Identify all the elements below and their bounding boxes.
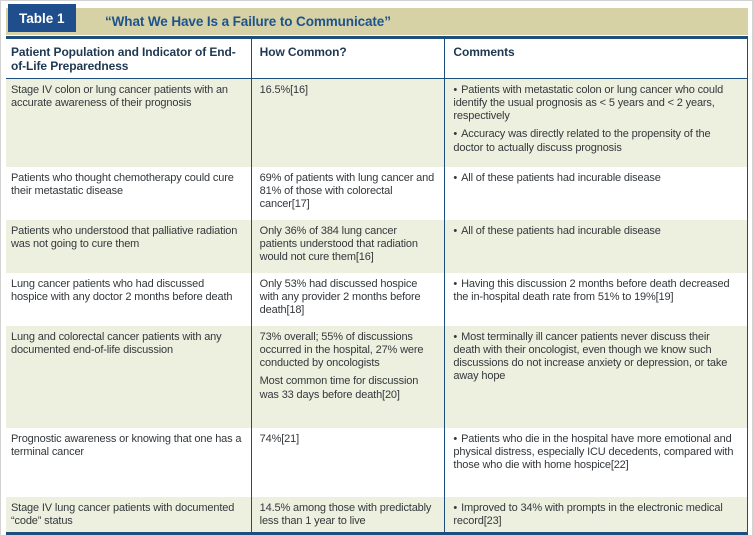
comments-cell: • All of these patients had incurable dis… — [444, 219, 747, 273]
comments-cell: • All of these patients had incurable dis… — [444, 166, 747, 220]
how-common-cell: Only 36% of 384 lung cancer patients und… — [250, 219, 445, 273]
bullet-icon: • — [453, 330, 458, 343]
comment-item: • Most terminally ill cancer patients nev… — [453, 330, 728, 383]
population-cell: Stage IV colon or lung cancer patients w… — [11, 83, 228, 109]
how-common-cell: 14.5% among those with predictably less … — [250, 496, 445, 533]
column-header-row: Patient Population and Indicator of End-… — [6, 39, 748, 79]
comments-cell: • Patients with metastatic colon or lung … — [444, 78, 747, 167]
column-header-how-common: How Common? — [250, 39, 445, 78]
table-row: Prognostic awareness or knowing that one… — [6, 427, 748, 497]
table-1: Table 1 “What We Have Is a Failure to Co… — [6, 3, 748, 535]
table-row: Patients who understood that palliative … — [6, 219, 748, 273]
comment-item: • All of these patients had incurable dis… — [453, 224, 661, 237]
how-common-cell: 16.5%[16] — [250, 78, 445, 167]
population-cell: Patients who understood that palliative … — [11, 224, 238, 250]
bullet-icon: • — [453, 432, 458, 445]
top-rule — [6, 36, 748, 39]
comments-cell: • Most terminally ill cancer patients nev… — [444, 325, 747, 428]
table-row: Patients who thought chemotherapy could … — [6, 166, 748, 220]
how-common-cell: 69% of patients with lung cancer and 81%… — [250, 166, 445, 220]
table-row: Stage IV lung cancer patients with docum… — [6, 496, 748, 533]
comments-cell: • Improved to 34% with prompts in the ele… — [444, 496, 747, 533]
bullet-icon: • — [453, 501, 458, 514]
population-cell: Stage IV lung cancer patients with docum… — [11, 501, 235, 527]
comment-item: • Accuracy was directly related to the pr… — [453, 128, 711, 154]
bullet-icon: • — [453, 171, 458, 184]
bullet-icon: • — [453, 277, 458, 290]
bullet-icon: • — [453, 224, 458, 237]
column-header-population: Patient Population and Indicator of End-… — [11, 45, 236, 74]
comment-item: • Improved to 34% with prompts in the ele… — [453, 501, 723, 527]
comment-item: • Having this discussion 2 months before … — [453, 277, 730, 303]
comment-item: • Patients with metastatic colon or lung … — [453, 83, 724, 123]
how-common-cell: 73% overall; 55% of discussions occurred… — [250, 325, 445, 428]
population-cell: Patients who thought chemotherapy could … — [11, 171, 234, 197]
comment-item: • All of these patients had incurable dis… — [453, 171, 661, 184]
column-header-comments: Comments — [444, 39, 747, 78]
table-title-bar: Table 1 “What We Have Is a Failure to Co… — [6, 4, 748, 35]
how-common-cell: Only 53% had discussed hospice with any … — [250, 272, 445, 326]
table-number-badge: Table 1 — [8, 4, 76, 32]
population-cell: Lung cancer patients who had discussed h… — [11, 277, 233, 303]
table-row: Stage IV colon or lung cancer patients w… — [6, 78, 748, 167]
population-cell: Lung and colorectal cancer patients with… — [11, 330, 222, 356]
how-common-cell: 74%[21] — [250, 427, 445, 497]
bullet-icon: • — [453, 128, 458, 141]
bottom-rule — [6, 532, 748, 535]
bullet-icon: • — [453, 83, 458, 96]
table-row: Lung and colorectal cancer patients with… — [6, 325, 748, 428]
comment-item: • Patients who die in the hospital have m… — [453, 432, 734, 472]
table-title: “What We Have Is a Failure to Communicat… — [105, 14, 391, 29]
comments-cell: • Having this discussion 2 months before … — [444, 272, 747, 326]
population-cell: Prognostic awareness or knowing that one… — [11, 432, 242, 458]
comments-cell: • Patients who die in the hospital have m… — [444, 427, 747, 497]
table-row: Lung cancer patients who had discussed h… — [6, 272, 748, 326]
